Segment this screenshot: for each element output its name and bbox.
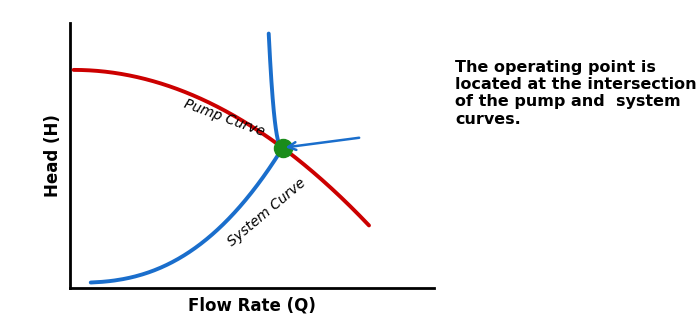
Y-axis label: Head (H): Head (H) [43, 114, 62, 197]
Text: System Curve: System Curve [225, 176, 309, 249]
X-axis label: Flow Rate (Q): Flow Rate (Q) [188, 296, 316, 314]
Text: Pump Curve: Pump Curve [182, 97, 266, 139]
Text: The operating point is
located at the intersection
of the pump and  system
curve: The operating point is located at the in… [455, 60, 696, 127]
